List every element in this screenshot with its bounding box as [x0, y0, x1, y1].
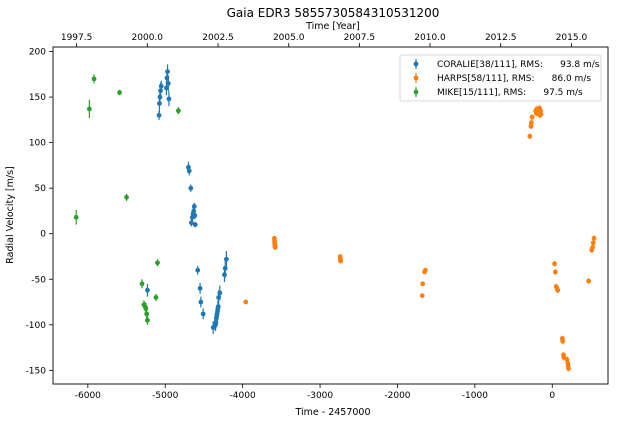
legend-box: [399, 54, 602, 102]
data-point: [197, 285, 203, 291]
data-point: [555, 287, 561, 293]
legend-marker: [413, 61, 419, 67]
data-point: [527, 133, 533, 139]
data-point: [175, 108, 181, 114]
data-point: [272, 244, 278, 250]
data-point: [222, 272, 227, 278]
plot-frame: [52, 46, 609, 385]
data-point: [422, 267, 428, 273]
data-point: [139, 281, 145, 287]
legend: CORALIE[38/111], RMS: 93.8 m/s HARPS[58/1…: [399, 54, 602, 102]
data-point: [163, 85, 169, 91]
x-tick-label: -6000: [75, 391, 101, 401]
data-point: [145, 317, 150, 323]
top-tick-label: 2015.0: [556, 33, 588, 43]
data-point: [586, 278, 592, 284]
data-point: [195, 267, 201, 273]
data-point: [143, 306, 149, 311]
data-point: [243, 299, 249, 305]
data-point: [591, 235, 597, 241]
data-point: [223, 256, 229, 262]
data-point: [200, 311, 206, 317]
data-point: [91, 76, 97, 82]
data-point: [165, 69, 170, 74]
x-tick-label: -3000: [307, 391, 333, 401]
y-tick-label: 100: [29, 139, 46, 149]
x-tick-label: -4000: [230, 391, 256, 401]
y-axis-label: Radial Velocity [m/s]: [5, 166, 16, 263]
data-point: [538, 112, 544, 117]
top-tick-label: 2010.0: [414, 33, 446, 43]
data-point: [186, 168, 192, 174]
data-point: [192, 213, 198, 218]
data-point: [144, 311, 150, 317]
data-point: [338, 258, 344, 264]
data-point: [198, 299, 204, 305]
data-point: [166, 96, 172, 102]
y-tick-label: -100: [26, 321, 47, 331]
data-point: [155, 260, 160, 266]
y-tick-label: 50: [35, 184, 47, 194]
data-point: [158, 88, 163, 94]
data-point: [158, 83, 164, 89]
series-1: [243, 105, 597, 372]
y-tick-label: -50: [31, 275, 46, 285]
top-tick-label: 2002.5: [202, 33, 234, 43]
legend-entry: MIKE[15/111], RMS: 97.5 m/s: [437, 88, 583, 98]
data-point: [86, 106, 92, 112]
data-point: [124, 194, 129, 200]
data-point: [566, 366, 571, 371]
top-tick-label: 2000.0: [132, 33, 164, 43]
data-point: [145, 287, 150, 293]
plot-marks: [73, 64, 597, 372]
series-2: [73, 74, 181, 325]
x-tick-label: 0: [549, 391, 555, 401]
x-tick-label: -2000: [384, 391, 410, 401]
series-0: [145, 64, 229, 334]
data-point: [188, 185, 194, 191]
chart-title: Gaia EDR3 5855730584310531200: [227, 6, 440, 20]
legend-marker: [413, 75, 419, 81]
legend-entry: HARPS[58/111], RMS: 86.0 m/s: [437, 74, 591, 84]
x-tick-label: -5000: [152, 391, 178, 401]
data-point: [419, 293, 425, 299]
top-tick-label: 2007.5: [344, 33, 376, 43]
data-point: [192, 222, 198, 228]
top-tick-label: 2012.5: [485, 33, 517, 43]
top-tick-label: 2005.0: [273, 33, 305, 43]
x-axis: -6000 -5000 -4000 -3000 -2000 -1000 0: [75, 384, 555, 401]
legend-marker: [413, 89, 419, 95]
x-tick-label: -1000: [462, 391, 488, 401]
data-point: [157, 94, 163, 100]
data-point: [165, 81, 171, 86]
data-point: [528, 120, 534, 125]
x-axis-label: Time - 2457000: [294, 407, 370, 418]
data-point: [117, 90, 122, 95]
data-point: [217, 290, 223, 296]
top-tick-label: 1997.5: [61, 33, 93, 43]
top-axis-label: Time [Year]: [305, 21, 360, 32]
data-point: [560, 338, 566, 344]
data-point: [73, 214, 79, 220]
data-point: [191, 203, 197, 209]
data-point: [215, 304, 221, 309]
data-point: [590, 240, 596, 246]
y-tick-label: -150: [26, 366, 47, 376]
data-point: [538, 108, 544, 114]
data-point: [552, 261, 557, 267]
data-point: [156, 112, 162, 118]
y-tick-label: 0: [40, 230, 46, 240]
data-point: [590, 244, 595, 250]
data-point: [153, 295, 159, 300]
data-point: [420, 281, 426, 287]
y-tick-label: 200: [29, 48, 46, 58]
data-point: [528, 123, 534, 129]
data-point: [552, 269, 558, 275]
legend-entry: CORALIE[38/111], RMS: 93.8 m/s: [437, 60, 600, 70]
y-axis: -150 -100 -50 0 50 100 150 200: [26, 48, 53, 376]
y-tick-label: 150: [29, 93, 46, 103]
data-point: [529, 114, 535, 120]
top-axis: 1997.5 2000.0 2002.5 2005.0 2007.5 2010.0 2012…: [61, 33, 588, 47]
